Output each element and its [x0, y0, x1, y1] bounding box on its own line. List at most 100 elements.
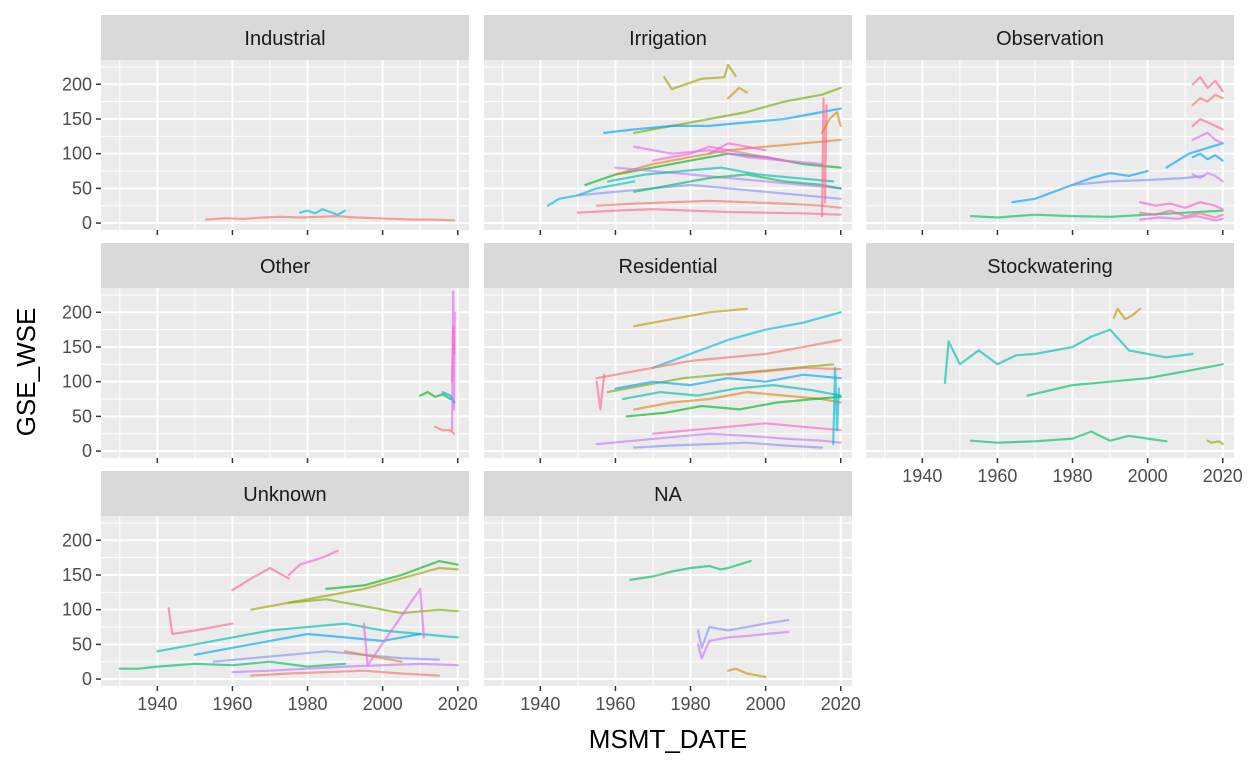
series-group — [629, 559, 790, 679]
series-line-1 — [118, 660, 347, 670]
y-tick-label: 0 — [82, 441, 92, 461]
series-line-6 — [325, 559, 459, 591]
strip-background — [866, 15, 1234, 60]
x-tick-label: 1980 — [288, 694, 328, 714]
facet-panel-stockwatering: Stockwatering 1940 1960 1980 2000 2020 — [866, 243, 1243, 486]
panel-background — [101, 288, 469, 458]
series-line-17 — [820, 110, 842, 134]
x-tick-label: 2020 — [1203, 466, 1243, 486]
strip-label: Observation — [996, 28, 1104, 50]
panel-background — [484, 288, 852, 458]
strip-background — [101, 243, 469, 288]
x-tick-label: 1980 — [671, 694, 711, 714]
y-tick-label: 200 — [62, 74, 92, 94]
panel-background — [101, 516, 469, 686]
series-line-7 — [1191, 117, 1224, 131]
x-tick-label: 1960 — [595, 694, 635, 714]
series-line-6 — [1191, 93, 1224, 107]
series-line-3 — [1071, 174, 1206, 186]
series-line-3 — [451, 325, 456, 383]
x-tick-label: 1940 — [137, 694, 177, 714]
series-line-10 — [614, 166, 842, 190]
series-line-1 — [629, 559, 752, 581]
series-line-10 — [595, 432, 842, 446]
x-tick-label: 1940 — [902, 466, 942, 486]
series-line-1 — [205, 215, 456, 222]
facet-panel-other: Other 0 50 100 150 200 — [62, 243, 469, 463]
series-line-5 — [546, 180, 636, 207]
series-line-13 — [1138, 215, 1224, 222]
series-line-3 — [1026, 363, 1224, 397]
x-tick-label: 2020 — [438, 694, 478, 714]
series-line-2 — [651, 311, 842, 369]
series-line-2 — [726, 86, 749, 100]
panel-background — [866, 60, 1234, 230]
strip-label: NA — [654, 484, 682, 506]
y-tick-label: 50 — [72, 634, 92, 654]
series-line-12 — [362, 587, 425, 667]
series-line-12 — [606, 166, 835, 183]
series-line-2 — [1011, 169, 1149, 204]
series-line-4 — [726, 667, 767, 679]
series-line-9 — [595, 373, 606, 411]
facet-panel-unknown: Unknown 0 50 100 150 200 1940 1960 1980 2000 2020 — [62, 471, 478, 714]
facet-panel-irrigation: Irrigation — [484, 15, 852, 235]
facet-panels: Industrial 0 50 100 150 200 Irrigation Observat… — [62, 15, 1243, 714]
series-line-16 — [820, 97, 828, 218]
series-line-10 — [287, 598, 459, 615]
strip-label: Unknown — [243, 484, 326, 506]
series-line-10 — [1191, 172, 1224, 183]
series-line-9 — [633, 145, 824, 166]
series-line-5 — [1206, 439, 1224, 446]
series-line-3 — [231, 566, 290, 592]
strip-label: Residential — [619, 256, 718, 278]
strip-background — [866, 243, 1234, 288]
x-tick-label: 2000 — [363, 694, 403, 714]
series-line-5 — [614, 373, 842, 390]
series-line-4 — [434, 425, 456, 435]
strip-background — [101, 15, 469, 60]
series-line-4 — [603, 107, 842, 134]
series-line-8 — [1191, 131, 1224, 145]
series-group — [943, 307, 1224, 446]
series-line-11 — [633, 441, 824, 449]
series-line-3 — [595, 338, 842, 380]
series-line-2 — [167, 607, 234, 636]
y-tick-label: 200 — [62, 530, 92, 550]
facet-panel-residential: Residential — [484, 243, 852, 463]
y-tick-label: 150 — [62, 337, 92, 357]
series-group — [205, 208, 456, 222]
series-group — [969, 76, 1224, 222]
series-line-4 — [1165, 142, 1224, 169]
series-line-14 — [726, 366, 842, 376]
strip-background — [484, 471, 852, 516]
panel-background — [101, 60, 469, 230]
series-group — [595, 307, 842, 449]
x-tick-label: 1940 — [520, 694, 560, 714]
series-line-12 — [1138, 209, 1224, 219]
series-line-4 — [969, 430, 1168, 444]
x-tick-label: 2000 — [746, 694, 786, 714]
y-tick-label: 150 — [62, 109, 92, 129]
series-line-8 — [193, 632, 422, 656]
series-line-8 — [625, 395, 842, 418]
series-line-14 — [576, 208, 842, 216]
y-tick-label: 0 — [82, 669, 92, 689]
x-tick-label: 2020 — [821, 694, 861, 714]
series-line-1 — [1112, 307, 1142, 321]
series-group — [118, 549, 459, 677]
y-tick-label: 0 — [82, 213, 92, 233]
strip-label: Stockwatering — [987, 256, 1113, 278]
strip-label: Other — [260, 256, 310, 278]
x-tick-label: 1980 — [1053, 466, 1093, 486]
series-line-13 — [832, 366, 841, 446]
strip-label: Irrigation — [629, 28, 707, 50]
y-tick-label: 100 — [62, 144, 92, 164]
x-tick-label: 1960 — [977, 466, 1017, 486]
series-line-1 — [633, 307, 749, 328]
series-line-6 — [621, 384, 842, 401]
facet-panel-na: NA 1940 1960 1980 2000 2020 — [484, 471, 861, 714]
facet-panel-industrial: Industrial 0 50 100 150 200 — [62, 15, 469, 235]
series-line-1 — [419, 391, 452, 401]
